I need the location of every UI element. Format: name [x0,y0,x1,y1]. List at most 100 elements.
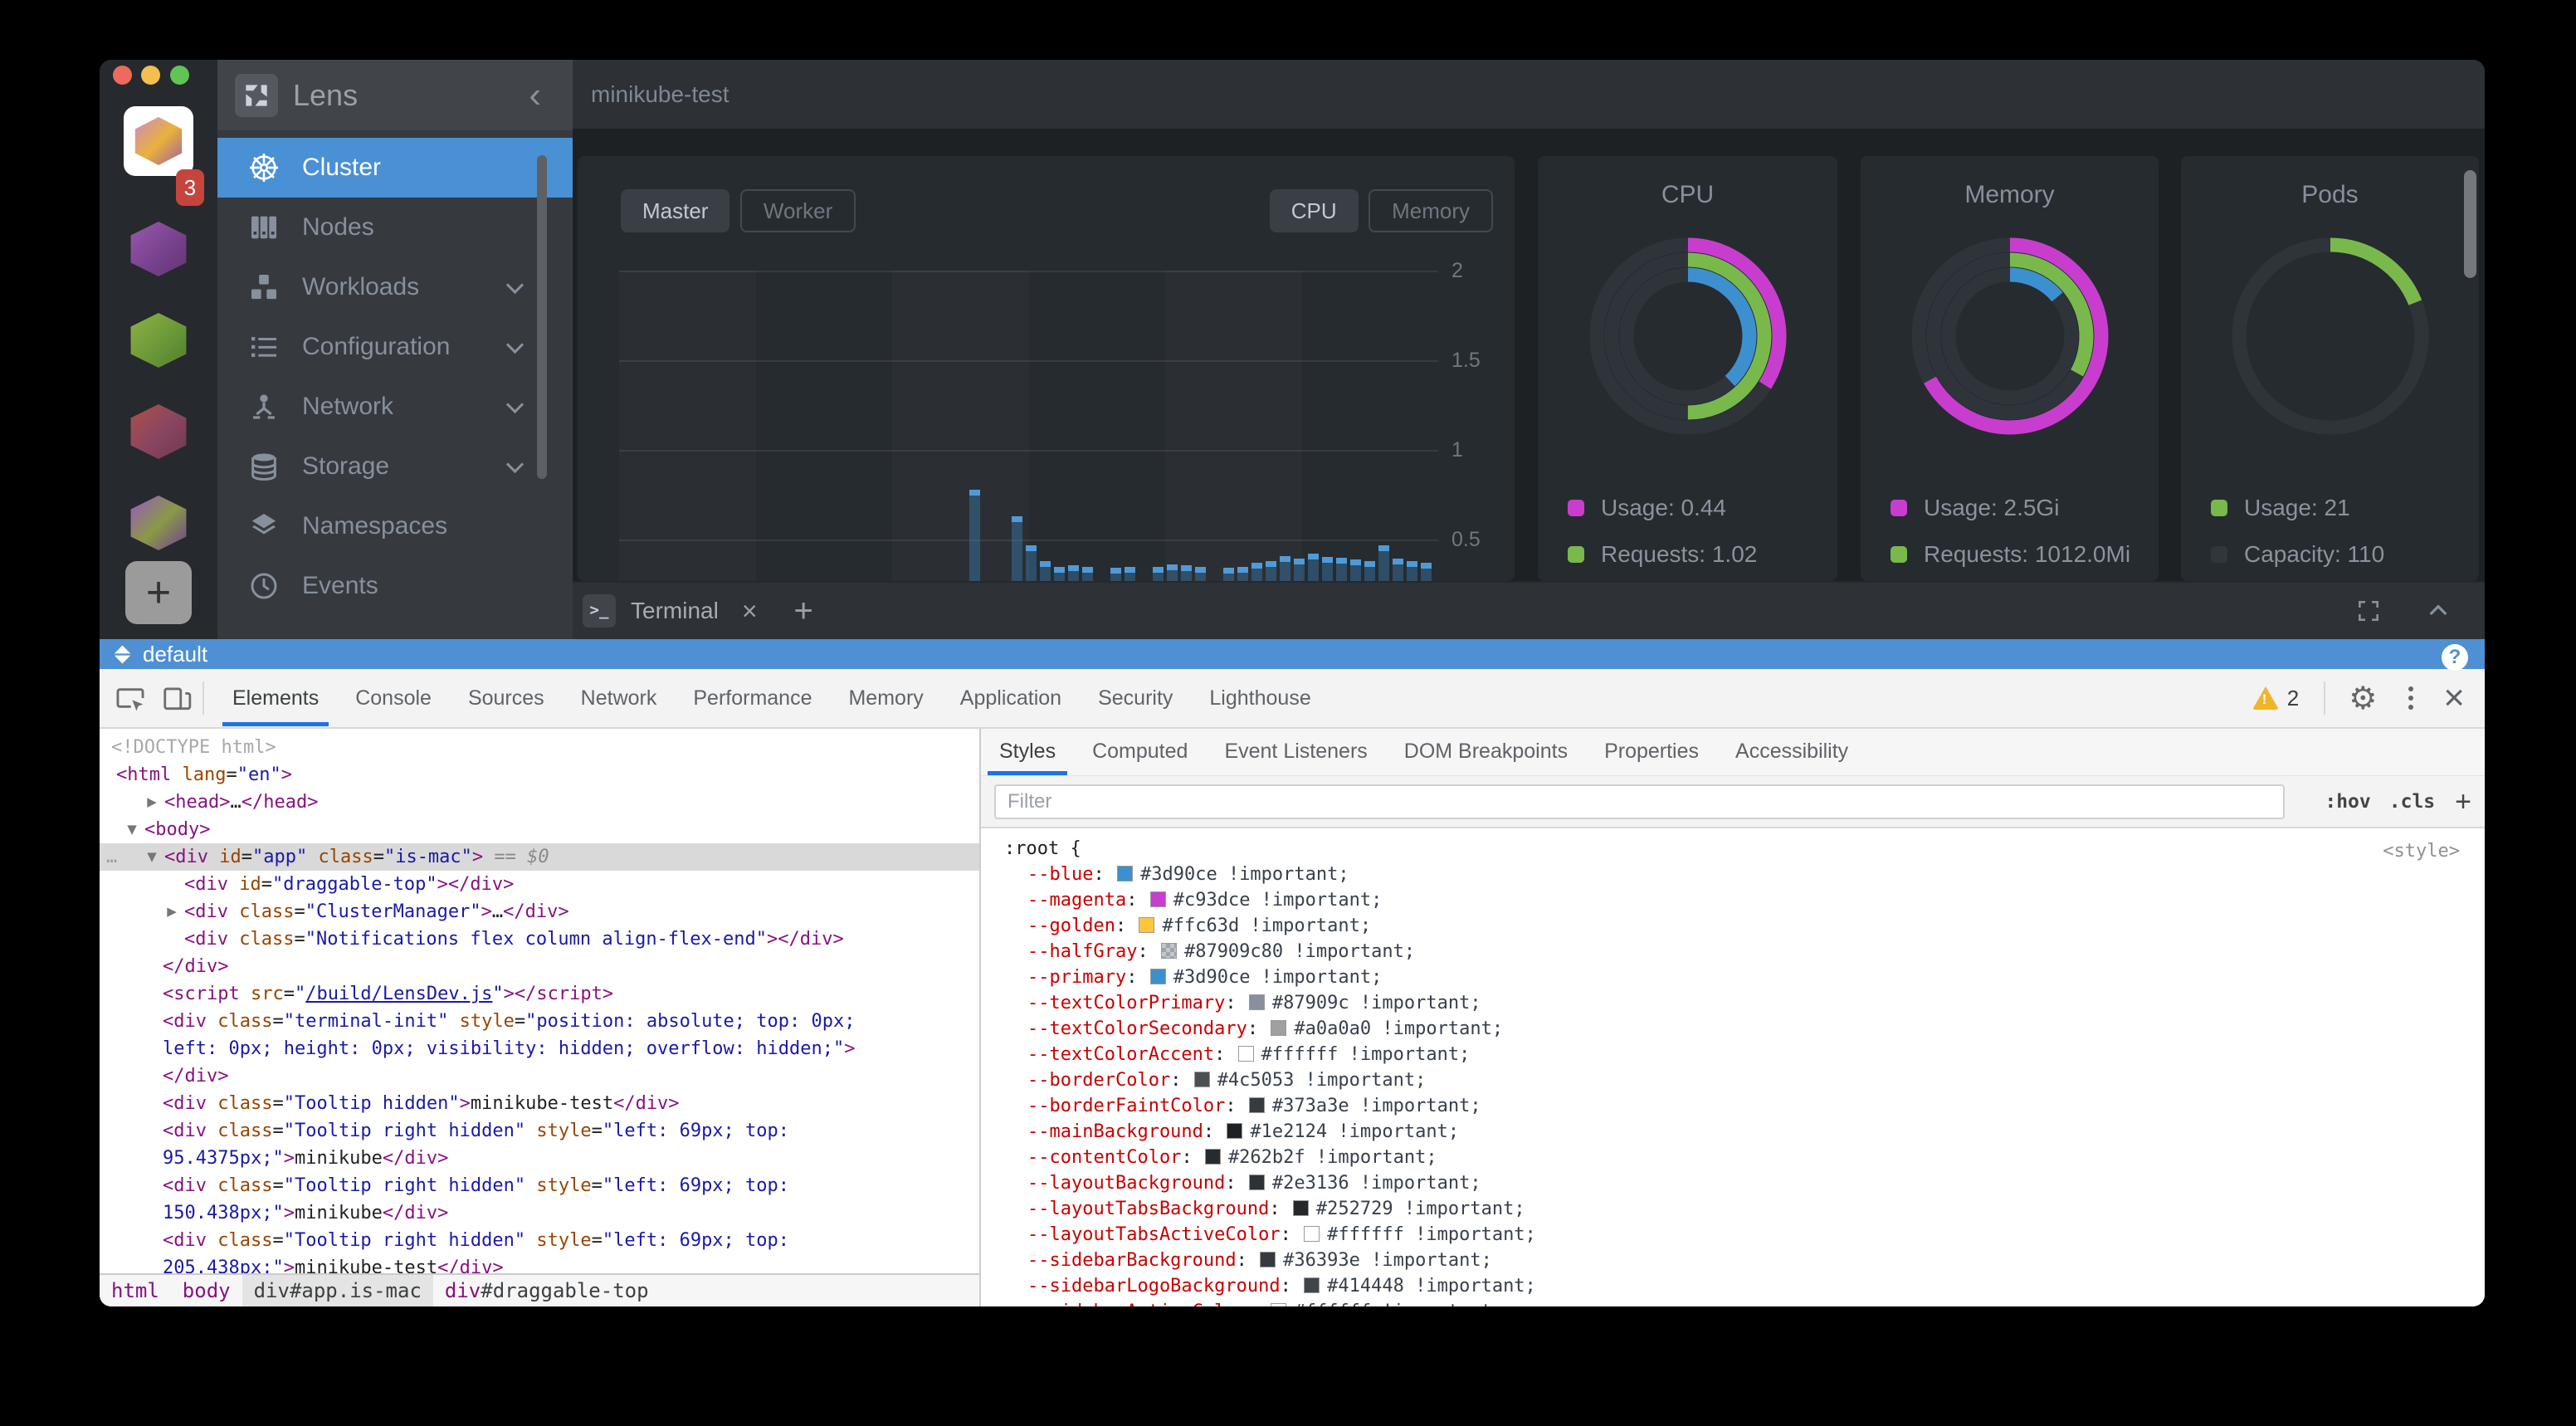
chevron-down-icon[interactable] [505,455,524,474]
dom-tree-row[interactable]: … ▼ <div id="app" class="is-mac"> == $0 [100,843,979,871]
css-property-row[interactable]: --layoutTabsActiveColor: #ffffff !import… [1027,1224,1536,1245]
warnings-badge[interactable]: ! 2 [2252,686,2299,711]
css-property-row[interactable]: --borderColor: #4c5053 !important; [1027,1070,1427,1091]
chevron-down-icon[interactable] [505,276,524,295]
devtools-tab-lighthouse[interactable]: Lighthouse [1209,686,1311,710]
color-swatch[interactable] [1304,1277,1320,1293]
styles-filter-input[interactable] [994,784,2286,819]
help-icon[interactable]: ? [2442,644,2468,671]
color-swatch[interactable] [1139,917,1155,933]
devtools-tab-memory[interactable]: Memory [848,686,924,710]
devtools-tab-sources[interactable]: Sources [467,686,544,710]
styles-tab-accessibility[interactable]: Accessibility [1735,740,1849,763]
color-swatch[interactable] [1237,1046,1254,1062]
sidebar-item-nodes[interactable]: Nodes [217,198,573,257]
styles-tab-event-listeners[interactable]: Event Listeners [1224,740,1368,763]
dom-tree-row[interactable]: 150.438px;">minikube</div> [163,1203,449,1223]
dom-tree-row[interactable]: <script src="/build/LensDev.js"></script… [163,984,614,1004]
dom-tree-row[interactable]: <html lang="en"> [116,764,292,785]
cluster-violet-icon[interactable] [124,488,193,558]
sidebar-item-network[interactable]: Network [217,377,573,437]
color-swatch[interactable] [1149,969,1166,984]
css-selector[interactable]: :root { [1004,838,1081,859]
css-property-row[interactable]: --textColorPrimary: #87909c !important; [1027,993,1481,1013]
terminal-tab-label[interactable]: Terminal [631,598,719,623]
color-swatch[interactable] [1271,1020,1287,1036]
color-swatch[interactable] [1116,866,1133,881]
device-toolbar-icon[interactable] [161,682,193,714]
breadcrumb-item[interactable]: html [111,1279,159,1302]
css-property-row[interactable]: --layoutTabsBackground: #252729 !importa… [1027,1199,1525,1219]
devtools-tab-security[interactable]: Security [1098,686,1173,710]
css-property-row[interactable]: --textColorAccent: #ffffff !important; [1027,1044,1471,1065]
color-swatch[interactable] [1193,1072,1210,1087]
styles-tab-properties[interactable]: Properties [1604,740,1700,763]
terminal-close-icon[interactable]: × [741,595,758,626]
sidebar-item-storage[interactable]: Storage [217,437,573,496]
sidebar-item-workloads[interactable]: Workloads [217,257,573,317]
styles-tab-dom-breakpoints[interactable]: DOM Breakpoints [1403,740,1569,763]
color-swatch[interactable] [1227,1123,1243,1139]
styles-tab-styles[interactable]: Styles [981,729,1074,775]
cluster-green-icon[interactable] [124,305,193,375]
dom-tree-row[interactable]: <div class="Tooltip right hidden" style=… [163,1121,790,1141]
zoom-window-button[interactable] [170,66,189,85]
devtools-tab-application[interactable]: Application [959,686,1062,710]
css-property-row[interactable]: --mainBackground: #1e2124 !important; [1027,1121,1460,1142]
memory-button[interactable]: Memory [1368,189,1493,232]
color-swatch[interactable] [1160,943,1177,959]
overflow-menu-icon[interactable]: … [106,847,118,867]
css-property-row[interactable]: --magenta: #c93dce !important; [1027,890,1383,911]
styles-tab-computed[interactable]: Computed [1092,740,1188,763]
cluster-minikube-test-icon[interactable] [124,106,193,176]
css-property-row[interactable]: --borderFaintColor: #373a3e !important; [1027,1096,1481,1116]
devtools-tab-elements[interactable]: Elements [214,670,337,726]
expand-arrow-icon[interactable]: ▶ [167,904,177,919]
dom-tree-row[interactable]: left: 0px; height: 0px; visibility: hidd… [163,1038,856,1059]
inspect-element-icon[interactable] [115,682,146,714]
terminal-fullscreen-icon[interactable] [2355,598,2382,624]
dom-tree-row[interactable]: 95.4375px;">minikube</div> [163,1148,449,1169]
devtools-tab-console[interactable]: Console [355,686,432,710]
devtools-tab-network[interactable]: Network [580,686,657,710]
style-origin-link[interactable]: <style> [2383,841,2460,862]
worker-button[interactable]: Worker [739,189,856,232]
dom-tree-row[interactable]: <div class="Tooltip right hidden" style=… [163,1175,790,1196]
color-swatch[interactable] [1204,1149,1221,1165]
dom-tree-row[interactable]: <div class="Tooltip hidden">minikube-tes… [163,1093,680,1114]
chevron-down-icon[interactable] [505,395,524,414]
color-swatch[interactable] [1248,1174,1265,1190]
breadcrumb-item[interactable]: div #draggable-top [444,1279,649,1302]
settings-gear-icon[interactable]: ⚙ [2349,680,2378,716]
cluster-purple-icon[interactable] [124,214,193,284]
color-swatch[interactable] [1292,1200,1309,1216]
terminal-add-icon[interactable]: + [793,592,813,629]
cluster-red-icon[interactable] [124,397,193,466]
close-window-button[interactable] [113,66,132,85]
dom-tree-row[interactable]: 205.438px;">minikube-test</div> [163,1258,504,1273]
dom-tree-row[interactable]: <div id="draggable-top"></div> [184,874,515,895]
dom-tree-row[interactable]: <div class="terminal-init" style="positi… [163,1011,856,1032]
sidebar-item-namespaces[interactable]: Namespaces [217,496,573,556]
css-property-row[interactable]: --textColorSecondary: #a0a0a0 !important… [1027,1018,1504,1039]
toggle-classes-button[interactable]: .cls [2388,790,2436,813]
dom-tree-row[interactable]: <!DOCTYPE html> [111,737,276,758]
devtools-close-icon[interactable]: × [2443,677,2465,718]
css-property-row[interactable]: --halfGray: #87909c80 !important; [1027,941,1416,962]
color-swatch[interactable] [1260,1252,1276,1267]
dom-tree-row[interactable]: ▼ <body> [100,816,979,843]
devtools-menu-icon[interactable] [2408,696,2414,701]
sidebar-item-cluster[interactable]: Cluster [217,138,573,198]
dom-tree-row[interactable]: <div class="Notifications flex column al… [184,929,844,950]
css-property-row[interactable]: --layoutBackground: #2e3136 !important; [1027,1173,1481,1194]
dom-tree-row[interactable]: ▶ <head>…</head> [100,789,979,816]
dom-tree-row[interactable]: </div> [163,1066,229,1087]
sidebar-item-configuration[interactable]: Configuration [217,317,573,377]
css-property-row[interactable]: --sidebarBackground: #36393e !important; [1027,1250,1492,1271]
collapse-arrow-icon[interactable]: ▼ [147,849,157,864]
new-style-rule-button[interactable]: + [2455,785,2471,818]
color-swatch[interactable] [1271,1303,1287,1306]
css-property-row[interactable]: --sidebarActiveColor: #ffffff !important… [1004,1299,2485,1306]
css-property-row[interactable]: --sidebarLogoBackground: #414448 !import… [1027,1276,1536,1297]
cpu-button[interactable]: CPU [1269,189,1359,232]
